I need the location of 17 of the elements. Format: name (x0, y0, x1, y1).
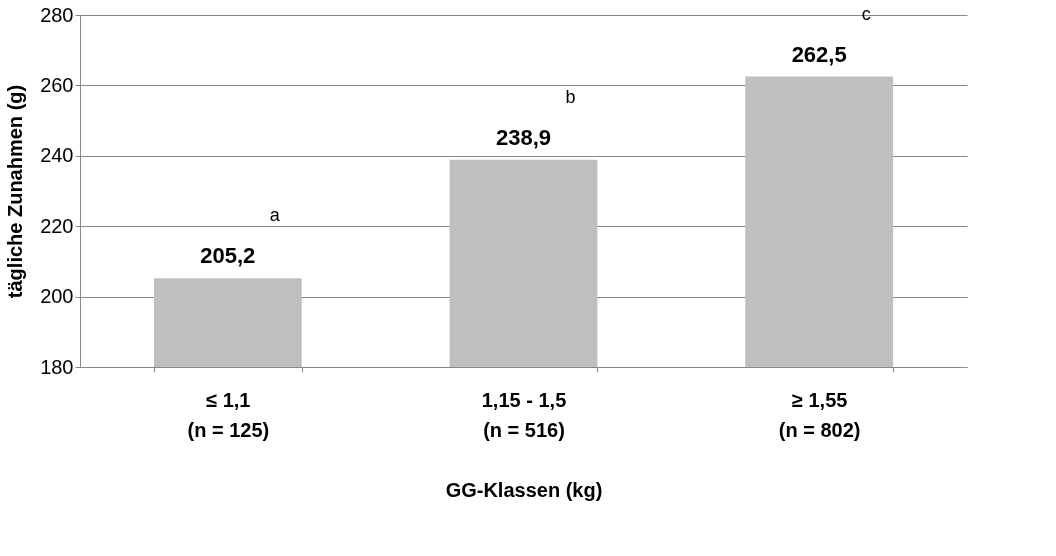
y-tick-label: 260 (40, 73, 74, 96)
y-tick-label: 220 (40, 214, 74, 237)
annotation: b (565, 86, 576, 107)
y-tick-label: 240 (40, 144, 74, 167)
x-tick-label: ≥ 1,55 (n = 802) (778, 388, 861, 441)
annotation: a (269, 205, 281, 226)
x-tick-label: 1,15 - 1,5 (n = 516) (481, 388, 567, 441)
y-tick-label: 200 (40, 285, 74, 308)
y-axis-title: tägliche Zunahmen (g) (4, 84, 27, 299)
data-label: 205,2 (200, 243, 256, 269)
annotation: c (861, 3, 871, 24)
data-label: 238,9 (495, 124, 552, 150)
data-label: 262,5 (791, 41, 847, 67)
y-tick-label: 280 (40, 3, 74, 26)
x-axis-title: GG-Klassen (kg) (445, 478, 603, 501)
y-tick-label: 180 (40, 355, 74, 378)
x-tick-label: ≤ 1,1 (n = 125) (187, 388, 270, 441)
